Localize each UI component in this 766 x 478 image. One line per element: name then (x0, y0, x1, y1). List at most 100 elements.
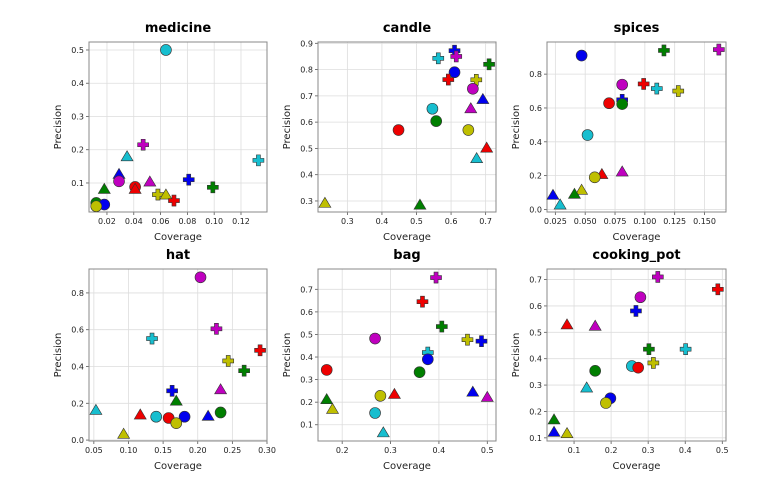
x-tick-label: 0.150 (693, 217, 716, 226)
subplot-hat: 0.05 0.10 0.15 0.20 0.25 0.30 0.0 0.2 0.4 0.6 0.8 h… (53, 248, 276, 472)
scatter-point-triangle (117, 427, 131, 439)
x-tick-label: 0.02 (98, 217, 116, 226)
x-tick-label: 0.4 (376, 217, 389, 226)
axes-frame (546, 268, 727, 442)
axes-frame (546, 41, 727, 213)
x-tick-label: 0.5 (716, 446, 729, 455)
scatter-point-triangle (547, 413, 561, 425)
x-axis-label: Coverage (154, 461, 202, 472)
y-tick-label: 0.3 (529, 381, 542, 390)
x-tick-label: 0.12 (232, 217, 250, 226)
scatter-point-triangle (143, 175, 157, 187)
y-tick-label: 0.3 (300, 197, 313, 206)
y-tick-label: 0.5 (300, 144, 313, 153)
y-axis-label: Precision (282, 105, 293, 150)
scatter-point-plus (168, 194, 180, 207)
x-tick-label: 0.30 (258, 446, 276, 455)
y-tick-label: 0.5 (300, 330, 313, 339)
scatter-point-triangle (560, 318, 574, 330)
scatter-point-triangle (470, 152, 484, 164)
x-axis-label: Coverage (613, 461, 661, 472)
scatter-point-plus (643, 343, 655, 355)
y-tick-label: 0.8 (300, 66, 313, 75)
subplot-candle: 0.3 0.4 0.5 0.6 0.7 0.3 0.4 0.5 0.6 0.7 0.8 0.9 cand… (282, 21, 497, 243)
x-tick-label: 0.2 (336, 446, 349, 455)
scatter-point-circle (575, 49, 588, 62)
x-tick-label: 0.100 (633, 217, 656, 226)
x-tick-label: 0.5 (481, 446, 494, 455)
x-tick-label: 0.6 (445, 217, 458, 226)
y-tick-label: 0.5 (529, 328, 542, 337)
y-axis-label: Precision (511, 105, 522, 150)
y-tick-label: 0.0 (529, 205, 542, 214)
scatter-point-triangle (553, 198, 567, 210)
scatter-point-circle (581, 129, 594, 141)
subplot-title: hat (166, 248, 190, 263)
axes-frame (317, 268, 497, 442)
x-tick-label: 0.3 (341, 217, 354, 226)
scatter-point-plus (630, 305, 642, 317)
y-tick-label: 0.4 (71, 79, 84, 88)
scatter-point-circle (113, 175, 125, 188)
scatter-point-triangle (413, 198, 427, 210)
scatter-point-plus (430, 271, 442, 284)
scatter-point-circle (632, 361, 644, 374)
scatter-point-triangle (575, 183, 589, 195)
scatter-point-triangle (97, 182, 111, 194)
scatter-point-plus (450, 50, 463, 63)
y-axis-label: Precision (282, 333, 293, 378)
x-tick-label: 0.20 (189, 446, 207, 455)
x-tick-label: 0.10 (205, 217, 223, 226)
x-tick-label: 0.125 (663, 217, 686, 226)
scatter-point-plus (647, 357, 660, 369)
scatter-point-triangle (318, 196, 332, 208)
x-axis-label: Coverage (383, 232, 431, 243)
y-tick-label: 0.6 (529, 302, 542, 311)
y-tick-label: 0.8 (529, 70, 542, 79)
x-tick-label: 0.25 (223, 446, 241, 455)
scatter-point-plus (432, 52, 445, 65)
y-tick-label: 0.6 (300, 118, 313, 127)
x-tick-label: 0.3 (642, 446, 655, 455)
scatter-point-circle (369, 407, 381, 419)
scatter-point-triangle (480, 141, 494, 153)
scatter-point-plus (207, 181, 219, 194)
x-tick-label: 0.1 (568, 446, 581, 455)
axes-frame (88, 41, 268, 213)
y-tick-label: 0.5 (71, 46, 84, 55)
scatter-point-triangle (133, 408, 147, 420)
scatter-point-circle (214, 406, 227, 419)
axes-frame (317, 41, 497, 213)
y-axis-label: Precision (53, 105, 64, 150)
scatter-point-circle (392, 124, 405, 136)
scatter-point-triangle (547, 425, 561, 437)
scatter-point-circle (467, 82, 479, 95)
scatter-point-circle (150, 410, 162, 423)
y-tick-label: 0.1 (300, 421, 313, 430)
scatter-point-plus (416, 295, 429, 308)
scatter-point-circle (160, 44, 172, 56)
x-tick-label: 0.7 (479, 217, 492, 226)
y-tick-label: 0.9 (300, 39, 313, 48)
scatter-point-plus (210, 322, 223, 335)
scatter-point-circle (413, 366, 426, 378)
scatter-point-circle (588, 171, 601, 184)
y-tick-label: 0.4 (529, 355, 542, 364)
subplot-title: candle (383, 21, 431, 36)
x-tick-label: 0.08 (178, 217, 196, 226)
x-tick-label: 0.3 (384, 446, 397, 455)
x-axis-label: Coverage (613, 232, 661, 243)
scatter-point-circle (426, 102, 439, 115)
y-tick-label: 0.3 (71, 112, 84, 121)
y-axis-label: Precision (511, 333, 522, 378)
y-tick-label: 0.7 (300, 92, 313, 101)
y-tick-label: 0.2 (529, 172, 542, 181)
x-axis-label: Coverage (383, 461, 431, 472)
scatter-point-circle (616, 78, 628, 91)
scatter-point-plus (652, 271, 664, 283)
scatter-point-circle (170, 417, 183, 429)
scatter-point-plus (470, 74, 483, 86)
subplot-title: bag (393, 248, 420, 263)
scatter-point-circle (178, 410, 191, 423)
